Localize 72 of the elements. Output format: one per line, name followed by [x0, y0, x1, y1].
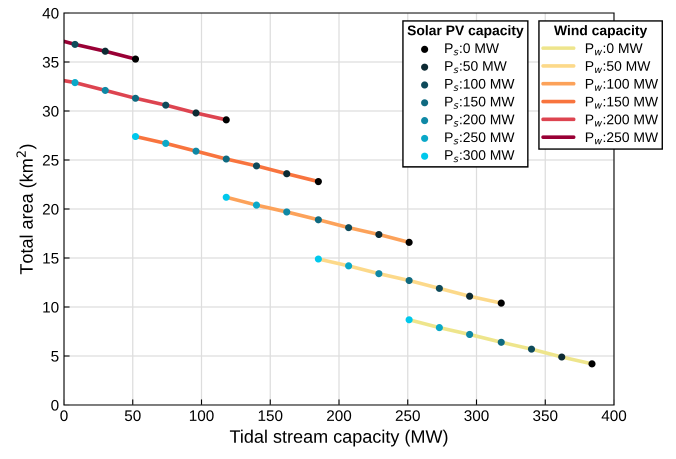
point	[222, 155, 230, 163]
legend-label: P$_{s}$:0 MW	[445, 43, 499, 56]
point	[283, 208, 290, 216]
point	[345, 262, 352, 270]
point	[498, 300, 505, 307]
legend-label: P$_{w}$:150 MW	[586, 96, 658, 109]
point	[71, 79, 79, 86]
legend-label: P$_{w}$:250 MW	[586, 132, 658, 144]
point	[132, 56, 140, 63]
legend-label: P$_{w}$:0 MW	[586, 43, 643, 56]
point	[132, 94, 140, 102]
point	[252, 202, 260, 209]
x-tick-label: 350	[533, 410, 558, 422]
x-tick-label: 100	[190, 410, 214, 422]
legend-label: P$_{s}$:50 MW	[445, 61, 507, 74]
y-tick-label: 30	[42, 106, 59, 117]
point	[436, 284, 443, 292]
point	[406, 316, 413, 324]
y-tick-label: 10	[43, 302, 59, 313]
y-axis-title: Total area (km$^{2}$)	[16, 144, 36, 274]
y-tick-label: 40	[42, 8, 59, 19]
point	[375, 230, 382, 238]
legend-label: P$_{w}$:100 MW	[586, 78, 658, 91]
point	[314, 216, 322, 224]
x-tick-label: 0	[60, 410, 68, 422]
y-tick-label: 25	[42, 154, 58, 166]
point	[132, 132, 140, 140]
y-tick-label: 0	[51, 400, 59, 411]
point	[406, 277, 413, 284]
point	[252, 162, 260, 170]
point	[314, 255, 322, 263]
point	[466, 292, 474, 300]
point	[102, 48, 109, 55]
x-tick-label: 250	[396, 410, 420, 422]
legend-label: P$_{w}$:200 MW	[586, 114, 658, 126]
point	[71, 40, 79, 48]
point	[192, 109, 200, 116]
x-tick-label: 400	[602, 410, 626, 422]
point	[192, 148, 200, 155]
point	[314, 178, 322, 186]
y-tick-label: 15	[43, 253, 58, 264]
y-tick-label: 20	[42, 204, 59, 215]
point	[345, 224, 352, 232]
point	[436, 324, 443, 332]
legend-label: P$_{s}$:200 MW	[445, 114, 514, 127]
point	[498, 338, 505, 346]
x-tick-label: 200	[327, 410, 352, 422]
point	[588, 360, 596, 368]
point	[466, 330, 474, 338]
text: Wind capacity	[554, 25, 648, 38]
point	[283, 170, 290, 178]
point	[222, 116, 230, 124]
x-tick-label: 150	[258, 410, 282, 422]
point	[162, 140, 170, 147]
legend-label: P$_{s}$:100 MW	[445, 78, 514, 91]
legend-label: P$_{s}$:250 MW	[445, 132, 514, 144]
x-tick-label: 50	[124, 410, 141, 422]
x-tick-label: 300	[464, 410, 489, 422]
point	[162, 102, 170, 109]
x-axis-title: Tidal stream capacity (MW)	[230, 430, 448, 446]
y-tick-label: 5	[51, 351, 58, 362]
text: Solar PV capacity	[408, 25, 524, 38]
point	[222, 194, 230, 201]
y-tick-label: 35	[42, 56, 58, 68]
legend-label: P$_{s}$:300 MW	[445, 150, 514, 162]
legend-label: P$_{s}$:150 MW	[445, 96, 514, 109]
point	[102, 86, 109, 94]
point	[406, 238, 413, 246]
point	[558, 353, 566, 361]
legend-label: P$_{w}$:50 MW	[586, 61, 650, 74]
point	[528, 346, 536, 353]
point	[375, 270, 382, 278]
